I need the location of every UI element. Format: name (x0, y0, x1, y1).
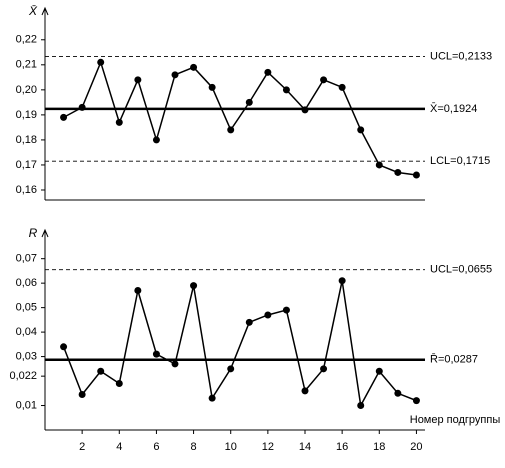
data-point (97, 58, 105, 66)
data-point (357, 402, 365, 410)
data-point (97, 367, 105, 375)
x-tick-label: 10 (225, 441, 237, 453)
y-tick-label: 0,22 (16, 34, 37, 46)
data-point (338, 277, 346, 285)
data-point (264, 311, 272, 319)
reference-label: UCL=0,2133 (430, 50, 492, 62)
x-tick-label: 8 (191, 441, 197, 453)
y-axis-arrow (41, 6, 49, 16)
reference-label: LCL=0,1715 (430, 155, 490, 167)
x-tick-label: 20 (410, 441, 422, 453)
data-point (60, 343, 68, 351)
data-line (63, 60, 417, 176)
data-point (301, 387, 309, 395)
y-tick-label: 0,16 (16, 184, 37, 196)
data-point (320, 76, 328, 84)
data-point (115, 380, 123, 387)
data-point (208, 83, 216, 91)
x-tick-label: 12 (262, 441, 274, 453)
y-tick-label: 0,17 (16, 159, 37, 171)
data-point (320, 365, 328, 373)
data-point (152, 136, 160, 144)
data-point (134, 76, 142, 84)
data-point (338, 83, 346, 91)
x-tick-label: 6 (153, 441, 159, 453)
y-tick-label: 0,03 (16, 350, 37, 362)
reference-label: R̄=0,0287 (430, 353, 478, 366)
data-point (282, 306, 290, 314)
data-point (245, 318, 253, 326)
y-tick-label: 0,06 (16, 277, 37, 289)
data-point (227, 365, 235, 373)
data-point (190, 63, 198, 71)
data-point (357, 126, 365, 134)
y-axis-label: R (29, 226, 38, 240)
y-tick-label: 0,20 (16, 84, 37, 96)
y-tick-label: 0,19 (16, 109, 37, 121)
data-point (412, 171, 420, 179)
y-tick-label: 0,01 (16, 399, 37, 411)
data-point (134, 287, 142, 294)
data-point (115, 118, 123, 126)
data-point (78, 103, 86, 111)
data-point (264, 68, 272, 76)
x-tick-label: 2 (79, 441, 85, 453)
y-axis-arrow (41, 228, 49, 238)
data-point (171, 71, 179, 79)
data-point (245, 98, 253, 106)
x-tick-label: 14 (299, 441, 311, 453)
reference-label: X̄=0,1924 (430, 102, 477, 115)
y-tick-label: 0,18 (16, 134, 37, 146)
data-point (190, 282, 198, 290)
data-point (208, 394, 216, 402)
data-point (301, 106, 309, 114)
data-point (171, 360, 179, 368)
data-point (412, 397, 420, 405)
y-tick-label: 0,21 (16, 59, 37, 71)
y-tick-label: 0,05 (16, 302, 37, 314)
data-point (375, 367, 383, 375)
data-point (60, 113, 68, 121)
x-axis-label: Номер подгруппы (410, 414, 501, 426)
data-point (375, 161, 383, 169)
x-tick-label: 4 (116, 441, 122, 453)
reference-label: UCL=0,0655 (430, 264, 492, 276)
x-tick-label: 18 (373, 441, 385, 453)
data-point (227, 126, 235, 134)
y-tick-label: 0,04 (16, 326, 37, 338)
y-tick-label: 0,022 (9, 370, 37, 382)
data-point (152, 350, 160, 358)
x-tick-label: 16 (336, 441, 348, 453)
y-tick-label: 0,07 (16, 253, 37, 265)
data-point (282, 86, 290, 94)
data-point (78, 391, 86, 399)
data-line (62, 280, 417, 408)
data-point (394, 389, 402, 397)
y-axis-label: X̄ (28, 4, 38, 18)
data-point (394, 168, 402, 176)
